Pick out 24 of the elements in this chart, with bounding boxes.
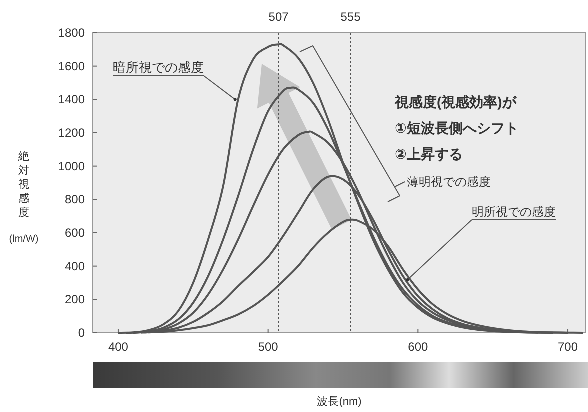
y-tick-label: 0 [78,326,86,340]
x-axis-title: 波長(nm) [317,395,362,408]
y-tick-label: 800 [64,192,86,207]
y-tick-label: 1000 [58,159,86,174]
y-tick-label: 1800 [58,26,86,40]
annotation: ②上昇する [395,146,463,162]
x-tick-label: 600 [408,340,428,354]
ref-line-label: 507 [268,10,290,24]
annotation: 暗所視での感度 [113,60,204,75]
y-tick-label: 1400 [58,92,86,107]
annotation: ①短波長側へシフト [395,120,519,136]
x-tick-label: 700 [558,340,578,354]
ref-line-label: 555 [340,10,362,24]
ylabel: 絶対視感度(lm/W) [9,151,39,245]
annotation: 視感度(視感効率)が [394,94,518,110]
x-tick-label: 500 [258,340,279,354]
y-tick-label: 200 [64,292,86,307]
y-tick-label: 600 [64,226,86,240]
y-tick-label: 1200 [58,126,86,140]
annotation: 薄明視での感度 [407,175,491,189]
annotation: 明所視での感度 [472,205,556,219]
y-tick-label: 1600 [58,59,86,74]
y-tick-label: 400 [64,259,86,274]
x-tick-label: 400 [108,340,129,354]
